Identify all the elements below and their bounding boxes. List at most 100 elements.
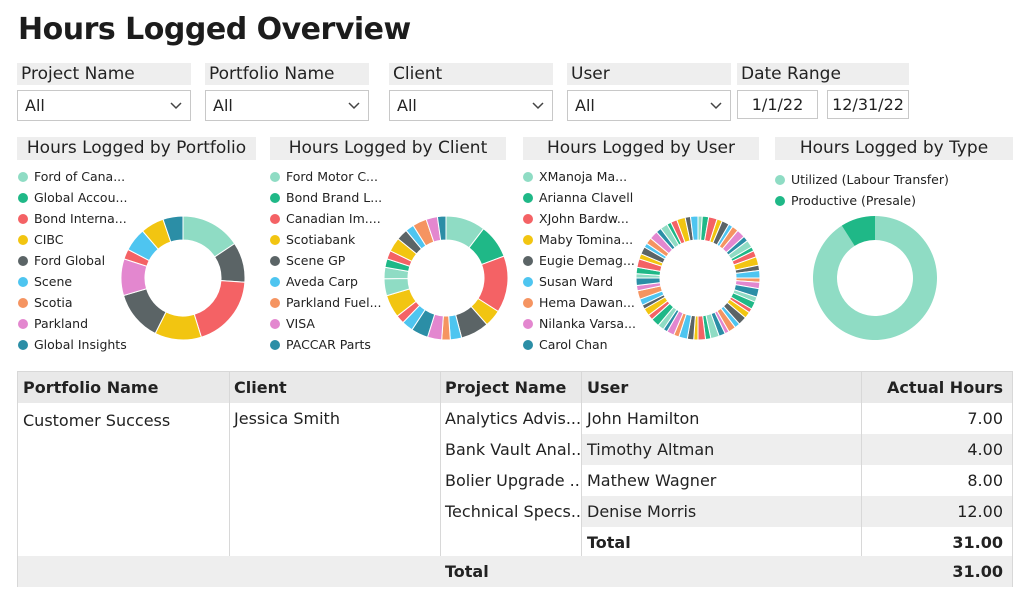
legend-label: Ford of Cana...	[34, 168, 126, 184]
legend-label: Scotiabank	[286, 231, 356, 247]
legend-swatch	[18, 171, 28, 182]
client-filter-label: Client	[389, 63, 553, 85]
page-title: Hours Logged Overview	[18, 12, 411, 47]
legend-label: Utilized (Labour Transfer)	[791, 171, 949, 187]
end-date-input[interactable]: 12/31/22	[827, 90, 909, 119]
column-divider	[440, 372, 441, 586]
donut-slice[interactable]	[841, 216, 875, 246]
legend-item[interactable]: Utilized (Labour Transfer)	[775, 169, 949, 190]
legend-label: Ford Global	[34, 252, 106, 268]
legend-swatch	[270, 213, 280, 224]
legend-swatch	[523, 213, 533, 224]
type-chart-title: Hours Logged by Type	[775, 137, 1013, 160]
project-dropdown[interactable]: All	[17, 90, 191, 121]
legend-item[interactable]: Ford Global	[18, 250, 127, 271]
legend-item[interactable]: Parkland	[18, 313, 127, 334]
legend-item[interactable]: Ford Motor C...	[270, 166, 382, 187]
client-legend: Ford Motor C... Bond Brand L... Canadian I…	[270, 166, 382, 355]
legend-swatch	[270, 171, 280, 182]
legend-label: Scene GP	[286, 252, 346, 268]
legend-swatch	[523, 318, 533, 329]
legend-item[interactable]: XManoja Ma...	[523, 166, 636, 187]
legend-item[interactable]: Scene	[18, 271, 127, 292]
legend-item[interactable]: Global Accou...	[18, 187, 127, 208]
portfolio-filter-label: Portfolio Name	[205, 63, 369, 85]
legend-item[interactable]: Bond Interna...	[18, 208, 127, 229]
legend-item[interactable]: Scene GP	[270, 250, 382, 271]
type-legend: Utilized (Labour Transfer) Productive (Pr…	[775, 169, 949, 211]
legend-item[interactable]: Hema Dawan...	[523, 292, 636, 313]
legend-item[interactable]: Productive (Presale)	[775, 190, 949, 211]
legend-label: Parkland	[34, 315, 89, 331]
hours-table: Portfolio Name Client Project Name User …	[17, 371, 1013, 587]
project-cell: Analytics Advis...	[445, 409, 581, 428]
legend-swatch	[18, 276, 28, 287]
legend-label: Bond Interna...	[34, 210, 127, 226]
donut-slice[interactable]	[689, 215, 699, 241]
legend-item[interactable]: Maby Tomina...	[523, 229, 636, 250]
header-client[interactable]: Client	[229, 372, 440, 403]
legend-label: Arianna Clavell	[539, 189, 634, 205]
legend-item[interactable]: Parkland Fuel...	[270, 292, 382, 313]
legend-item[interactable]: Eugie Demag...	[523, 250, 636, 271]
donut-slice[interactable]	[436, 215, 447, 241]
legend-swatch	[523, 276, 533, 287]
start-date-input[interactable]: 1/1/22	[737, 90, 818, 119]
portfolio-dropdown-value: All	[213, 96, 233, 115]
portfolio-dropdown[interactable]: All	[205, 90, 369, 121]
header-portfolio[interactable]: Portfolio Name	[18, 372, 229, 403]
legend-label: Scene	[34, 273, 73, 289]
donut-slice[interactable]	[193, 280, 246, 338]
legend-item[interactable]: Carol Chan	[523, 334, 636, 355]
legend-item[interactable]: Susan Ward	[523, 271, 636, 292]
legend-item[interactable]: PACCAR Parts	[270, 334, 382, 355]
legend-item[interactable]: Global Insights	[18, 334, 127, 355]
legend-swatch	[523, 255, 533, 266]
portfolio-cell: Customer Success	[23, 411, 171, 430]
legend-item[interactable]: Scotia	[18, 292, 127, 313]
legend-item[interactable]: Bond Brand L...	[270, 187, 382, 208]
portfolio-filter: Portfolio Name All	[205, 63, 369, 123]
project-cell: Bolier Upgrade ...	[445, 471, 581, 490]
legend-item[interactable]: Scotiabank	[270, 229, 382, 250]
donut-slice[interactable]	[162, 215, 184, 243]
legend-item[interactable]: Canadian Im....	[270, 208, 382, 229]
user-filter: User All	[567, 63, 731, 123]
legend-item[interactable]: Nilanka Varsa...	[523, 313, 636, 334]
portfolio-donut-chart[interactable]	[120, 215, 246, 341]
client-filter: Client All	[389, 63, 553, 123]
date-range-filter: Date Range 1/1/22 12/31/22	[737, 63, 909, 123]
client-donut-chart[interactable]	[383, 215, 509, 341]
legend-item[interactable]: XJohn Bardw...	[523, 208, 636, 229]
user-donut-chart[interactable]	[635, 215, 761, 341]
legend-item[interactable]: CIBC	[18, 229, 127, 250]
header-user[interactable]: User	[582, 372, 862, 403]
chevron-down-icon	[348, 102, 360, 110]
project-cell: Bank Vault Anal...	[445, 440, 581, 459]
legend-swatch	[270, 297, 280, 308]
project-cell: Technical Specs...	[445, 502, 581, 521]
hours-cell: 12.00	[862, 496, 1012, 527]
client-dropdown[interactable]: All	[389, 90, 553, 121]
user-dropdown[interactable]: All	[567, 90, 731, 121]
legend-label: Eugie Demag...	[539, 252, 635, 268]
legend-item[interactable]: VISA	[270, 313, 382, 334]
legend-swatch	[523, 192, 533, 203]
legend-item[interactable]: Aveda Carp	[270, 271, 382, 292]
type-donut-chart[interactable]	[812, 215, 938, 341]
legend-swatch	[18, 339, 28, 350]
legend-label: Maby Tomina...	[539, 231, 634, 247]
portfolio-chart-title: Hours Logged by Portfolio	[17, 137, 256, 160]
project-dropdown-value: All	[25, 96, 45, 115]
legend-item[interactable]: Arianna Clavell	[523, 187, 636, 208]
chevron-down-icon	[170, 102, 182, 110]
donut-slice[interactable]	[813, 216, 937, 340]
client-dropdown-value: All	[397, 96, 417, 115]
grand-total-value: 31.00	[952, 562, 1003, 581]
legend-swatch	[18, 255, 28, 266]
user-cell: Timothy Altman	[582, 434, 861, 465]
header-project[interactable]: Project Name	[440, 372, 582, 403]
chevron-down-icon	[532, 102, 544, 110]
legend-item[interactable]: Ford of Cana...	[18, 166, 127, 187]
header-hours[interactable]: Actual Hours	[862, 372, 1012, 403]
